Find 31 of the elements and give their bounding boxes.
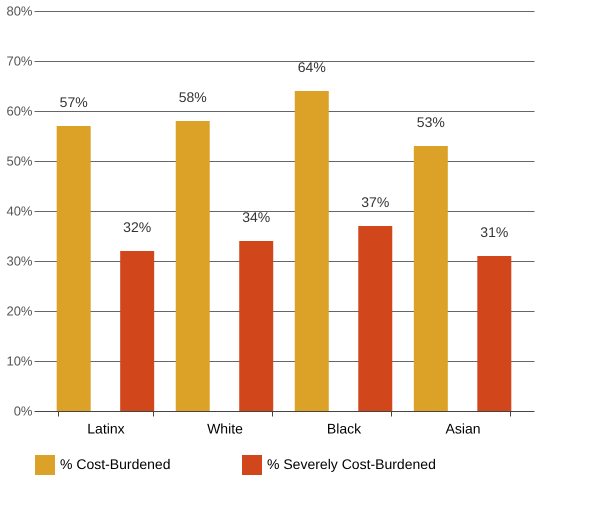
y-tick-label: 0% — [14, 404, 33, 418]
bar — [294, 91, 329, 411]
legend-label: % Cost-Burdened — [60, 456, 171, 472]
legend-label: % Severely Cost-Burdened — [267, 456, 436, 472]
y-tick-label: 40% — [6, 204, 33, 218]
y-tick-label: 10% — [6, 354, 33, 368]
y-tick-label: 20% — [6, 304, 33, 318]
y-tick-label: 50% — [6, 154, 33, 168]
data-label: 64% — [298, 59, 326, 75]
y-tick-label: 70% — [6, 54, 33, 68]
data-label: 58% — [178, 89, 207, 105]
bar — [477, 256, 512, 411]
x-tick-label: Latinx — [87, 420, 125, 436]
data-label: 32% — [123, 219, 152, 235]
y-tick-label: 60% — [6, 104, 33, 118]
x-tick-label: White — [207, 420, 244, 436]
y-tick-label: 30% — [6, 254, 33, 268]
bar — [176, 121, 210, 411]
x-tick-label: Black — [326, 420, 362, 436]
y-tick-label: 80% — [6, 4, 33, 18]
bar — [358, 226, 392, 411]
data-label: 31% — [480, 224, 508, 240]
data-label: 34% — [242, 209, 270, 225]
bar — [56, 126, 91, 411]
bar — [239, 241, 274, 411]
bar — [414, 146, 448, 411]
data-label: 57% — [60, 94, 88, 110]
x-tick-label: Asian — [446, 420, 481, 436]
data-label: 53% — [416, 114, 445, 130]
data-label: 37% — [361, 194, 390, 210]
bar — [120, 251, 154, 411]
